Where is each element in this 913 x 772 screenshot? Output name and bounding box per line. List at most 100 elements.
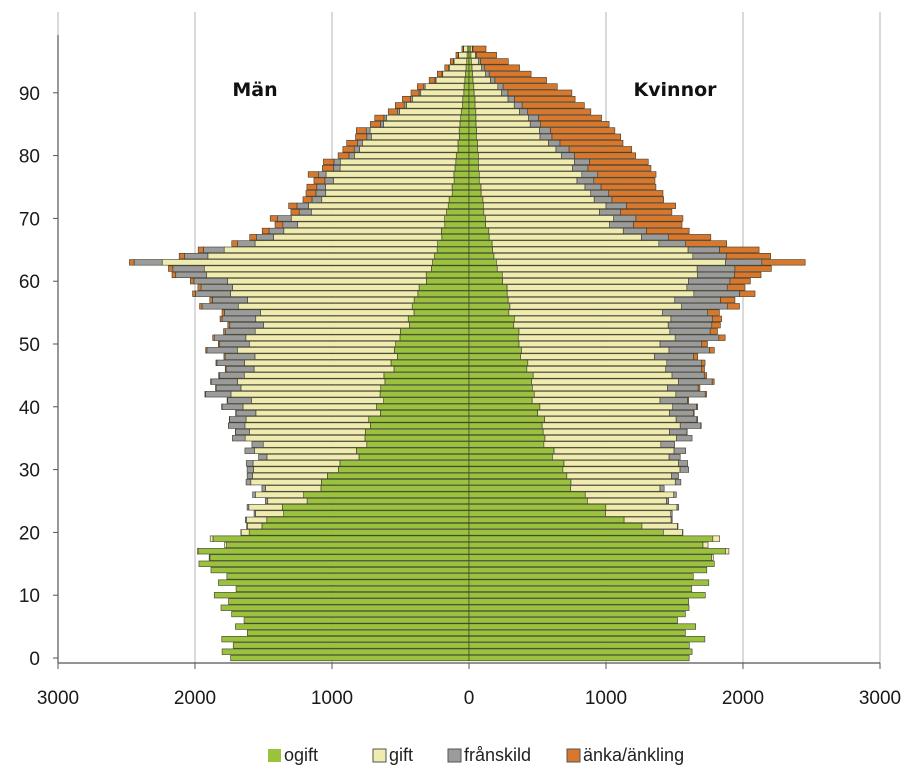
bar-women-age-73-ogift — [468, 196, 484, 203]
bar-men-age-33-frnskild — [244, 447, 255, 454]
bar-men-age-35-frnskild — [232, 435, 246, 442]
bar-men-age-20-gift — [240, 529, 250, 536]
bar-women-age-46-gift — [526, 366, 667, 373]
bar-men-age-74-gift — [325, 190, 453, 197]
bar-women-age-33-frnskild — [673, 447, 687, 454]
bar-women-age-30-ogift — [468, 466, 564, 473]
bar-men-age-83-frnskild — [366, 133, 372, 140]
bar-men-age-91-nkankling — [417, 83, 425, 90]
bar-women-age-52-ogift — [468, 328, 520, 335]
bar-women-age-25-gift — [587, 497, 667, 505]
bar-women-age-90-frnskild — [501, 89, 509, 96]
bar-women-age-90-gift — [473, 89, 502, 96]
bar-men-age-76-nkankling — [313, 177, 326, 184]
bar-women-age-92-nkankling — [494, 77, 547, 84]
bar-men-age-38-ogift — [368, 416, 470, 423]
bar-men-age-46-frnskild — [225, 366, 255, 373]
bar-women-age-89-nkankling — [514, 95, 576, 103]
bar-men-age-50-frnskild — [219, 340, 250, 348]
bar-women-age-39-frnskild — [669, 409, 694, 417]
bar-men-age-88-nkankling — [395, 102, 405, 109]
bar-women-age-56-ogift — [468, 303, 511, 310]
bar-men-age-43-gift — [240, 384, 382, 392]
bar-women-age-83-nkankling — [551, 133, 621, 140]
bar-women-age-89-ogift — [468, 95, 476, 103]
bar-men-age-25-gift — [267, 497, 308, 505]
bar-men-age-52-frnskild — [224, 328, 256, 335]
bar-women-age-91-gift — [473, 83, 499, 90]
bar-women-age-76-nkankling — [593, 177, 656, 184]
bar-men-age-97-nkankling — [461, 45, 464, 52]
bar-men-age-42-frnskild — [205, 391, 232, 398]
bar-men-age-32-gift — [266, 453, 360, 461]
x-tick-label-5: 2000 — [722, 688, 764, 709]
group-label-men: Män — [232, 79, 277, 101]
bar-women-age-8-ogift — [468, 604, 690, 611]
bar-women-age-35-gift — [544, 435, 677, 442]
bar-men-age-70-nkankling — [269, 215, 278, 222]
bar-women-age-47-nkankling — [701, 359, 706, 366]
y-tick-label-10: 10 — [19, 586, 40, 607]
bar-men-age-29-frnskild — [246, 472, 253, 479]
bar-men-age-36-ogift — [364, 428, 470, 436]
bar-women-age-59-ogift — [468, 284, 508, 291]
bar-men-age-12-ogift — [218, 579, 470, 586]
bar-women-age-91-nkankling — [502, 83, 558, 90]
bar-men-age-16-ogift — [209, 554, 470, 561]
bar-women-age-66-nkankling — [685, 240, 728, 247]
bar-men-age-54-gift — [255, 315, 409, 322]
legend-swatch-ogift — [268, 749, 281, 762]
bar-men-age-65-gift — [223, 246, 438, 253]
bar-men-age-51-ogift — [399, 334, 470, 341]
bar-men-age-33-ogift — [356, 447, 470, 454]
bar-women-age-38-ogift — [468, 416, 545, 423]
bar-men-age-84-frnskild — [365, 127, 371, 134]
bar-women-age-74-gift — [480, 190, 592, 197]
bar-men-age-0-ogift — [230, 654, 470, 662]
y-tick-label-20: 20 — [19, 523, 40, 544]
bar-men-age-69-frnskild — [282, 221, 298, 228]
bar-women-age-38-nkankling — [696, 416, 698, 423]
bar-women-age-60-ogift — [468, 278, 503, 285]
bar-men-age-82-gift — [362, 139, 459, 147]
bar-women-age-50-ogift — [468, 340, 520, 348]
bar-men-age-27-frnskild — [261, 485, 266, 492]
bar-women-age-40-ogift — [468, 403, 541, 410]
x-tick-label-3: 0 — [464, 688, 475, 709]
bar-men-age-95-nkankling — [449, 58, 454, 65]
bar-women-age-18-gift — [702, 541, 709, 549]
bar-women-age-14-ogift — [468, 566, 708, 574]
bar-women-age-68-gift — [488, 227, 624, 235]
bar-men-age-59-nkankling — [197, 284, 202, 291]
bar-women-age-6-ogift — [468, 617, 678, 624]
bar-men-age-80-ogift — [455, 152, 470, 159]
bar-women-age-62-frnskild — [696, 265, 736, 272]
bar-men-age-43-ogift — [380, 384, 470, 392]
bar-women-age-65-gift — [492, 246, 689, 253]
bar-women-age-80-ogift — [468, 152, 479, 159]
bar-women-age-43-nkankling — [697, 384, 701, 392]
bar-men-age-17-ogift — [198, 548, 470, 555]
bar-women-age-31-frnskild — [678, 460, 688, 467]
bar-men-age-21-ogift — [261, 523, 470, 530]
bar-women-age-52-nkankling — [709, 328, 718, 335]
bar-men-age-76-ogift — [453, 177, 470, 184]
bar-women-age-71-nkankling — [620, 209, 673, 216]
legend-item-ogift: ogift — [268, 745, 318, 765]
bar-men-age-59-ogift — [418, 284, 470, 291]
bar-women-age-92-gift — [472, 77, 491, 84]
bar-women-age-22-gift — [623, 516, 672, 523]
legend-swatch-anka-ankling — [566, 748, 581, 763]
bar-men-age-88-frnskild — [403, 102, 407, 109]
bar-women-age-51-nkankling — [718, 334, 726, 341]
bar-women-age-56-frnskild — [681, 303, 728, 310]
bar-men-age-89-ogift — [462, 95, 470, 103]
bar-women-age-23-gift — [605, 510, 672, 517]
bar-men-age-65-frnskild — [203, 246, 225, 253]
bar-men-age-81-ogift — [457, 146, 470, 153]
bar-men-age-49-gift — [237, 347, 395, 354]
bar-women-age-58-ogift — [468, 290, 508, 297]
bar-men-age-41-nkankling — [226, 397, 228, 404]
bar-men-age-47-frnskild — [216, 359, 245, 366]
